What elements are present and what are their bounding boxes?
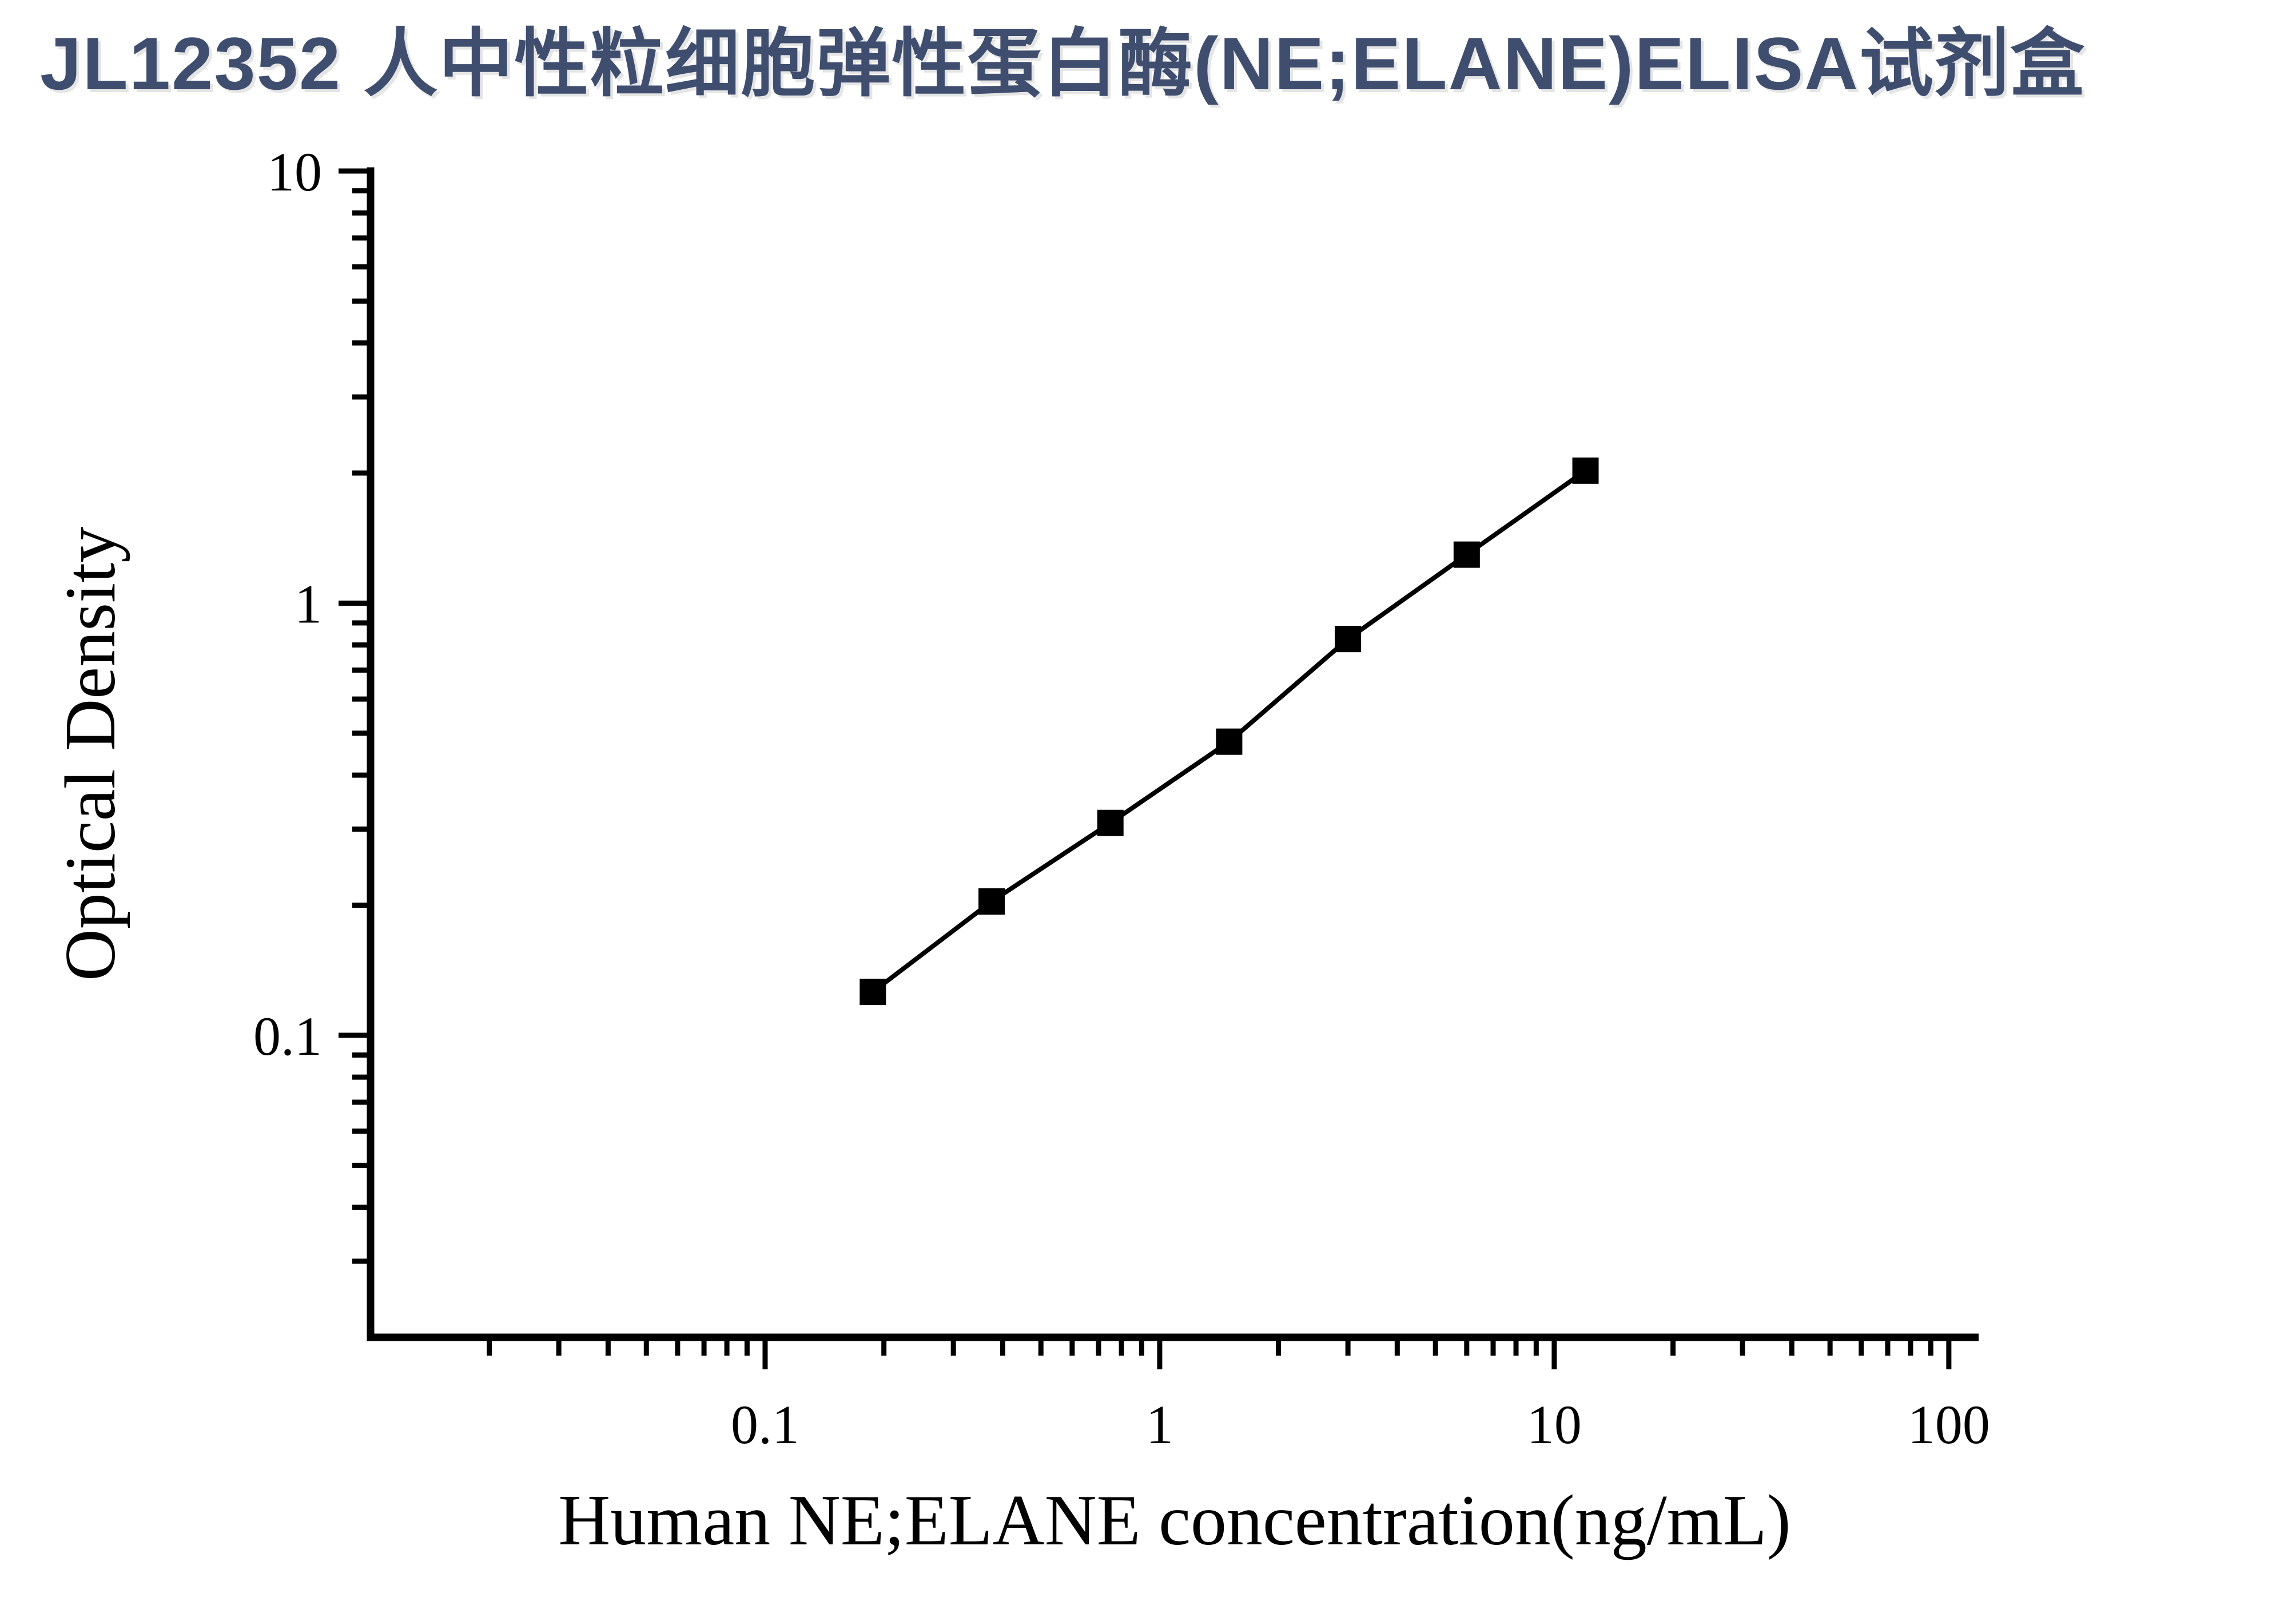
x-tick-label: 10	[1527, 1394, 1582, 1455]
data-point-marker	[1453, 541, 1480, 568]
x-tick-label: 1	[1146, 1394, 1173, 1455]
data-point-marker	[1572, 457, 1599, 484]
x-axis-title: Human NE;ELANE concentration(ng/mL)	[558, 1481, 1790, 1560]
data-point-marker	[859, 979, 886, 1006]
x-tick-label: 0.1	[731, 1394, 799, 1455]
page-title: JL12352 人中性粒细胞弹性蛋白酶(NE;ELANE)ELISA试剂盒	[40, 22, 2086, 105]
data-point-marker	[1335, 626, 1362, 653]
data-point-marker	[1097, 809, 1124, 836]
y-tick-label: 1	[295, 573, 322, 634]
chart-generated-layer: 0.1 1 10 100 0.1 1 10	[253, 141, 1990, 1455]
data-point-marker	[1216, 728, 1243, 755]
y-axis-title: Optical Density	[51, 527, 130, 981]
y-tick-label: 10	[267, 141, 322, 202]
data-point-marker	[978, 888, 1005, 915]
x-tick-label: 100	[1908, 1394, 1990, 1455]
y-tick-label: 0.1	[253, 1006, 322, 1067]
